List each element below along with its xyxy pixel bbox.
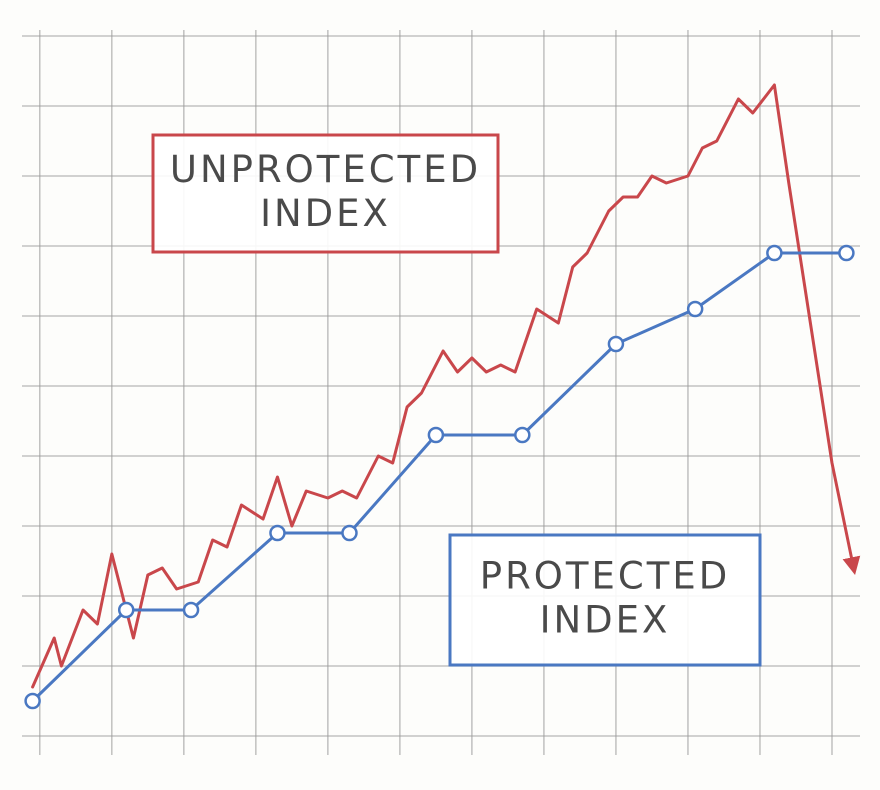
legend-label: INDEX: [540, 599, 671, 642]
series-line: [31, 83, 861, 689]
plot-area: [24, 83, 861, 710]
data-point: [269, 524, 286, 542]
data-point: [766, 244, 783, 262]
data-point: [686, 300, 704, 318]
legend-box: [151, 133, 500, 254]
data-point: [838, 244, 855, 262]
data-point: [607, 335, 625, 353]
data-point: [427, 426, 445, 444]
legend-label: INDEX: [260, 192, 391, 235]
data-point: [341, 524, 358, 542]
data-point: [117, 601, 135, 619]
legend-box: [448, 533, 762, 667]
legend-label: UNPROTECTED: [170, 148, 481, 191]
data-point: [514, 426, 531, 444]
data-point: [182, 601, 200, 619]
data-point: [24, 692, 41, 710]
legend-label: PROTECTED: [480, 555, 730, 598]
